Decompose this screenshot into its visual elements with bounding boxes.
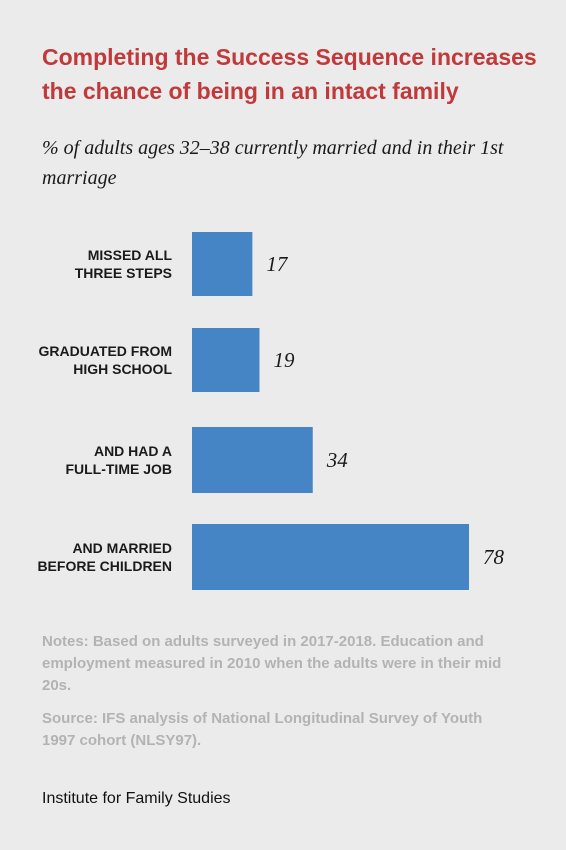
value-label-0: 17 xyxy=(266,252,289,276)
bar-chart: 17 MISSED ALL THREE STEPS 19 GRADUATED FROM H… xyxy=(37,232,505,590)
bar-0 xyxy=(192,232,253,296)
chart-title: Completing the Success Sequence increase… xyxy=(42,44,537,104)
category-label-0: MISSED ALL THREE STEPS xyxy=(75,247,173,281)
chart-notes: Notes: Based on adults surveyed in 2017-… xyxy=(42,633,502,694)
value-label-1: 19 xyxy=(273,348,295,372)
value-label-2: 34 xyxy=(326,448,349,472)
bar-2 xyxy=(192,427,313,493)
bar-3 xyxy=(192,524,469,590)
bar-1 xyxy=(192,328,260,392)
value-label-3: 78 xyxy=(483,545,505,569)
category-label-3: AND MARRIED BEFORE CHILDREN xyxy=(37,540,172,574)
chart-subtitle: % of adults ages 32–38 currently married… xyxy=(42,137,504,189)
category-label-2: AND HAD A FULL-TIME JOB xyxy=(65,443,172,477)
brand-name: Institute for Family Studies xyxy=(42,790,231,807)
category-label-1: GRADUATED FROM HIGH SCHOOL xyxy=(38,343,172,377)
chart-source: Source: IFS analysis of National Longitu… xyxy=(42,710,483,749)
